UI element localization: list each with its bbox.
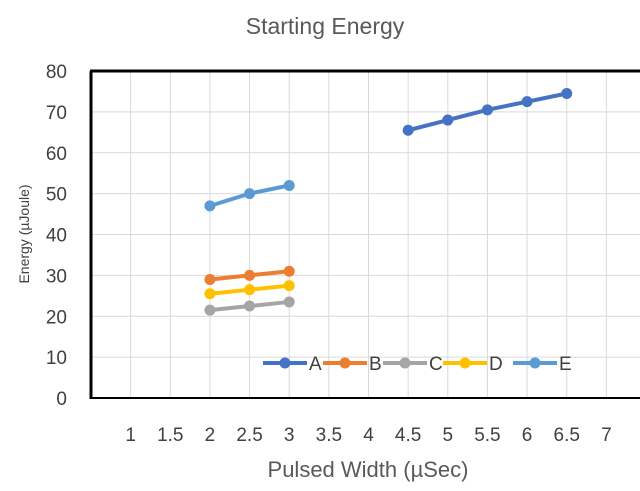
x-tick-label: 5.5 — [474, 425, 500, 446]
y-tick-label: 70 — [46, 103, 67, 124]
y-tick-label: 60 — [46, 144, 67, 165]
series-A-point — [521, 96, 533, 108]
legend-D-marker — [459, 357, 471, 369]
x-axis-label: Pulsed Width (µSec) — [268, 457, 469, 482]
y-tick-label: 0 — [56, 389, 67, 410]
series-E-point — [244, 188, 256, 200]
series-E-point — [204, 200, 216, 212]
series-C-point — [283, 296, 295, 308]
x-tick-label: 3 — [284, 425, 295, 446]
legend-C-marker — [399, 357, 411, 369]
y-tick-label: 40 — [46, 226, 67, 247]
legend: A B C D E — [263, 354, 572, 375]
y-axis-label: Energy (µJoule) — [16, 184, 32, 283]
y-tick-label: 30 — [46, 266, 67, 287]
chart-title: Starting Energy — [246, 13, 405, 39]
x-tick-label: 2.5 — [236, 425, 262, 446]
x-tick-label: 2 — [205, 425, 216, 446]
legend-D-label: D — [489, 354, 503, 375]
series-E-point — [283, 179, 295, 191]
legend-E-marker — [529, 357, 541, 369]
x-tick-labels: 1 1.5 2 2.5 3 3.5 4 4.5 5 5.5 6 6.5 7 — [125, 425, 611, 446]
series-D-point — [283, 280, 295, 292]
x-tick-label: 4 — [363, 425, 374, 446]
series-D-point — [244, 284, 256, 296]
x-tick-label: 5 — [442, 425, 453, 446]
x-tick-label: 7 — [601, 425, 612, 446]
axes — [89, 69, 640, 399]
series-B-point — [204, 273, 216, 285]
y-tick-labels: 0 10 20 30 40 50 60 70 80 — [46, 62, 67, 410]
x-tick-label: 1 — [125, 425, 136, 446]
x-tick-label: 3.5 — [316, 425, 342, 446]
legend-E-label: E — [559, 354, 572, 375]
y-tick-label: 80 — [46, 62, 67, 83]
series-A-point — [442, 114, 454, 126]
series-A-point — [402, 124, 414, 136]
series-A-point — [481, 104, 493, 116]
series-C-point — [204, 304, 216, 316]
x-tick-label: 4.5 — [395, 425, 421, 446]
legend-C-label: C — [429, 354, 443, 375]
series-B-point — [283, 265, 295, 277]
legend-B-marker — [339, 357, 351, 369]
x-tick-label: 6 — [522, 425, 533, 446]
gridlines — [91, 70, 640, 399]
x-tick-label: 6.5 — [554, 425, 580, 446]
y-tick-label: 20 — [46, 307, 67, 328]
legend-A-marker — [279, 357, 291, 369]
y-tick-label: 50 — [46, 185, 67, 206]
series-A-point — [561, 87, 573, 99]
series-D-point — [204, 288, 216, 300]
series-B-point — [244, 269, 256, 281]
x-tick-label: 1.5 — [157, 425, 183, 446]
series-C-point — [244, 300, 256, 312]
legend-A-label: A — [309, 354, 322, 375]
legend-B-label: B — [369, 354, 382, 375]
series — [204, 87, 573, 316]
y-tick-label: 10 — [46, 348, 67, 369]
